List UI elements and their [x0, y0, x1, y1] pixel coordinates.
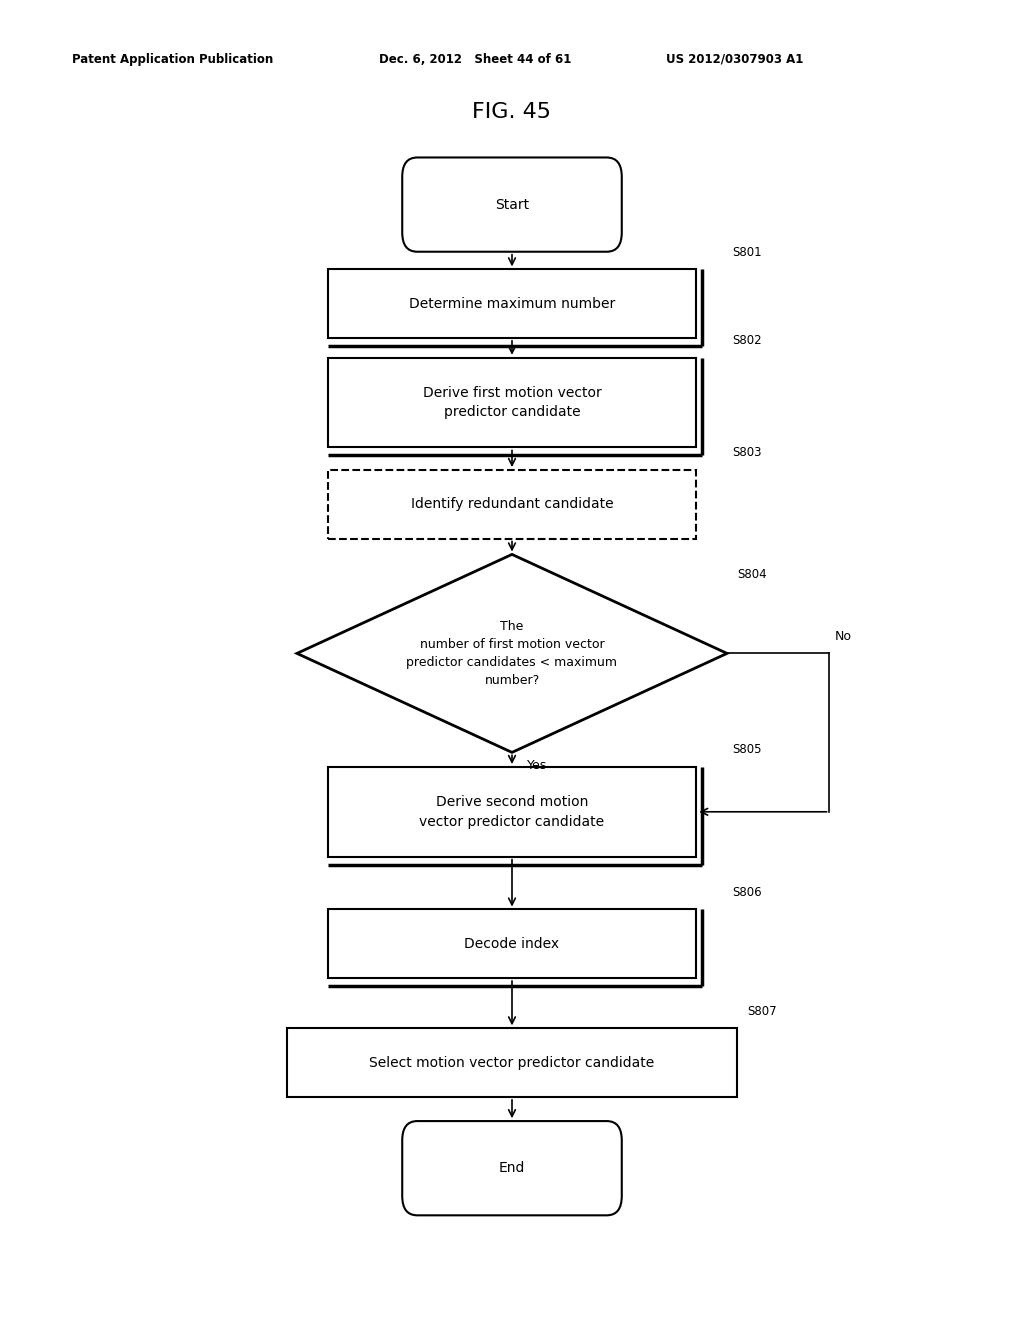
Text: No: No — [835, 630, 852, 643]
Bar — [328, 470, 696, 539]
Text: S803: S803 — [732, 446, 762, 459]
Text: Select motion vector predictor candidate: Select motion vector predictor candidate — [370, 1056, 654, 1069]
Text: FIG. 45: FIG. 45 — [472, 102, 552, 123]
Bar — [328, 767, 696, 857]
Text: S805: S805 — [732, 743, 762, 756]
Text: S806: S806 — [732, 886, 762, 899]
Text: Start: Start — [495, 198, 529, 211]
Polygon shape — [297, 554, 727, 752]
Text: Patent Application Publication: Patent Application Publication — [72, 53, 273, 66]
Text: S804: S804 — [737, 568, 767, 581]
Text: Yes: Yes — [527, 759, 548, 772]
FancyBboxPatch shape — [402, 1121, 622, 1216]
Text: The
number of first motion vector
predictor candidates < maximum
number?: The number of first motion vector predic… — [407, 620, 617, 686]
Text: Derive second motion
vector predictor candidate: Derive second motion vector predictor ca… — [420, 795, 604, 829]
FancyBboxPatch shape — [402, 157, 622, 252]
Bar — [287, 1028, 737, 1097]
Text: Decode index: Decode index — [465, 937, 559, 950]
Text: US 2012/0307903 A1: US 2012/0307903 A1 — [666, 53, 803, 66]
Text: Dec. 6, 2012   Sheet 44 of 61: Dec. 6, 2012 Sheet 44 of 61 — [379, 53, 571, 66]
Text: Identify redundant candidate: Identify redundant candidate — [411, 498, 613, 511]
Text: Derive first motion vector
predictor candidate: Derive first motion vector predictor can… — [423, 385, 601, 420]
Bar — [328, 909, 696, 978]
Text: End: End — [499, 1162, 525, 1175]
Bar — [328, 358, 696, 447]
Text: S801: S801 — [732, 246, 762, 259]
Text: S802: S802 — [732, 334, 762, 347]
Text: S807: S807 — [748, 1005, 777, 1018]
Text: Determine maximum number: Determine maximum number — [409, 297, 615, 310]
Bar — [328, 269, 696, 338]
